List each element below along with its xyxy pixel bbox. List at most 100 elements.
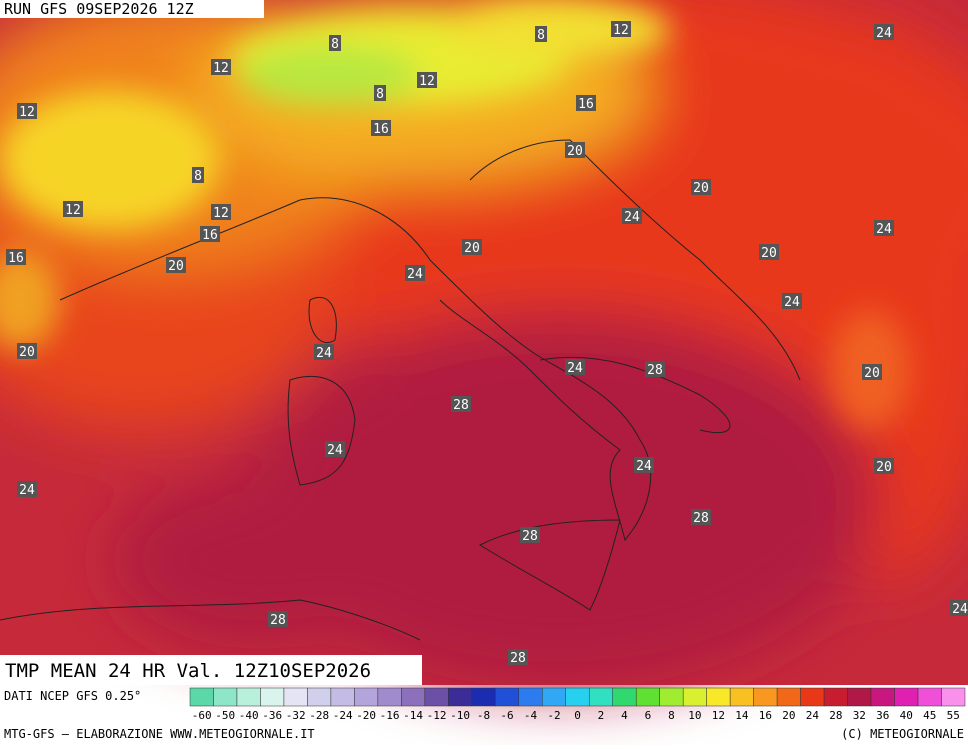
label-box: [63, 201, 83, 217]
colorbar-label: 12: [712, 709, 725, 722]
colorbar-label: 10: [688, 709, 701, 722]
label-box: [611, 21, 631, 37]
colorbar-swatch: [729, 687, 754, 707]
colorbar-label: -60: [192, 709, 212, 722]
colorbar-label: 2: [598, 709, 605, 722]
contour-label: 16: [578, 97, 594, 112]
contour-label: 24: [407, 267, 423, 282]
contour-label: 12: [613, 23, 629, 38]
colorbar-swatch: [307, 687, 332, 707]
label-box: [508, 649, 528, 665]
colorbar-swatch: [283, 687, 308, 707]
colorbar-label: 40: [900, 709, 913, 722]
colorbar-swatch: [189, 687, 214, 707]
contour-label: 8: [537, 28, 545, 43]
label-box: [622, 208, 642, 224]
label-box: [374, 85, 386, 101]
label-box: [759, 244, 779, 260]
colorbar-label: 28: [829, 709, 842, 722]
contour-label: 28: [693, 511, 709, 526]
label-box: [200, 226, 220, 242]
label-box: [691, 179, 711, 195]
colorbar-label: -6: [500, 709, 513, 722]
temperature-field: [0, 0, 968, 690]
colorbar-label: 4: [621, 709, 628, 722]
colorbar-swatch: [847, 687, 872, 707]
colorbar-label: -20: [356, 709, 376, 722]
contour-label: 20: [567, 144, 583, 159]
header-box: [0, 0, 264, 18]
label-box: [17, 103, 37, 119]
contour-label: 12: [419, 74, 435, 89]
contour-label: 8: [331, 37, 339, 52]
colorbar-label: -12: [427, 709, 447, 722]
label-box: [874, 24, 894, 40]
contour-label: 24: [624, 210, 640, 225]
colorbar-swatch: [354, 687, 379, 707]
variable-box: [0, 655, 422, 685]
colorbar-label: 8: [668, 709, 675, 722]
contour-label: 28: [522, 529, 538, 544]
colorbar-swatch: [448, 687, 473, 707]
colorbar-swatch: [800, 687, 825, 707]
colorbar-swatch: [612, 687, 637, 707]
colorbar-swatch: [635, 687, 660, 707]
colorbar-swatch: [894, 687, 919, 707]
colorbar-label: 6: [645, 709, 652, 722]
contour-label: 28: [510, 651, 526, 666]
contour-label: 24: [876, 26, 892, 41]
coastlines: [0, 139, 801, 641]
colorbar-swatch: [659, 687, 684, 707]
label-box: [874, 458, 894, 474]
contour-label: 20: [464, 241, 480, 256]
colorbar-label: -4: [524, 709, 538, 722]
contour-label: 12: [213, 61, 229, 76]
contour-label: 28: [647, 363, 663, 378]
colorbar-swatch: [917, 687, 942, 707]
colorbar-label: -50: [215, 709, 235, 722]
contour-label: 16: [373, 122, 389, 137]
colorbar-label: 20: [782, 709, 795, 722]
colorbar-swatch: [753, 687, 778, 707]
colorbar-label: -24: [333, 709, 353, 722]
colorbar-swatch: [471, 687, 496, 707]
contour-label: 20: [19, 345, 35, 360]
colorbar-swatch: [565, 687, 590, 707]
label-box: [520, 527, 540, 543]
contour-label: 24: [636, 459, 652, 474]
contour-label: 20: [876, 460, 892, 475]
contour-label: 20: [864, 366, 880, 381]
colorbar-label: -28: [309, 709, 329, 722]
colorbar-label: 16: [759, 709, 772, 722]
label-box: [192, 167, 204, 183]
contour-label: 12: [65, 203, 81, 218]
label-box: [6, 249, 26, 265]
colorbar-label: -14: [403, 709, 423, 722]
contour-label: 24: [876, 222, 892, 237]
label-box: [211, 204, 231, 220]
colorbar-label: -16: [380, 709, 400, 722]
contour-label: 28: [453, 398, 469, 413]
contour-label: 24: [784, 295, 800, 310]
label-box: [268, 611, 288, 627]
colorbar-swatch: [776, 687, 801, 707]
colorbar-label: 36: [876, 709, 889, 722]
label-box: [17, 343, 37, 359]
contour-label: 28: [270, 613, 286, 628]
contour-label: 12: [213, 206, 229, 221]
label-box: [314, 344, 334, 360]
colorbar-label: 55: [947, 709, 960, 722]
contour-label: 20: [168, 259, 184, 274]
colorbar-swatch: [260, 687, 285, 707]
label-box: [405, 265, 425, 281]
colorbar-label: -2: [547, 709, 560, 722]
contour-label: 8: [376, 87, 384, 102]
contour-label: 12: [19, 105, 35, 120]
colorbar-label: -36: [262, 709, 282, 722]
colorbar-swatch: [941, 687, 966, 707]
colorbar-swatch: [424, 687, 449, 707]
colorbar-label: 0: [574, 709, 581, 722]
colorbar-label: 24: [806, 709, 820, 722]
label-box: [166, 257, 186, 273]
